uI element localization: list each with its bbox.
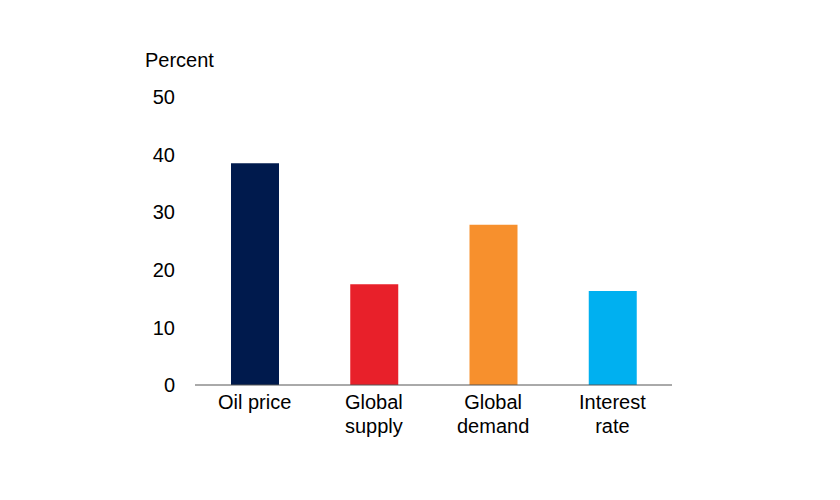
svg-text:10: 10	[153, 317, 175, 339]
svg-text:30: 30	[153, 201, 175, 223]
svg-text:Interestrate: Interestrate	[579, 391, 646, 437]
svg-text:Globaldemand: Globaldemand	[457, 391, 529, 437]
svg-text:20: 20	[153, 259, 175, 281]
svg-text:Globalsupply: Globalsupply	[345, 391, 403, 437]
svg-text:0: 0	[164, 374, 175, 396]
svg-text:50: 50	[153, 86, 175, 108]
svg-text:Percent: Percent	[145, 49, 214, 71]
svg-text:Oil price: Oil price	[218, 391, 291, 413]
svg-text:40: 40	[153, 144, 175, 166]
